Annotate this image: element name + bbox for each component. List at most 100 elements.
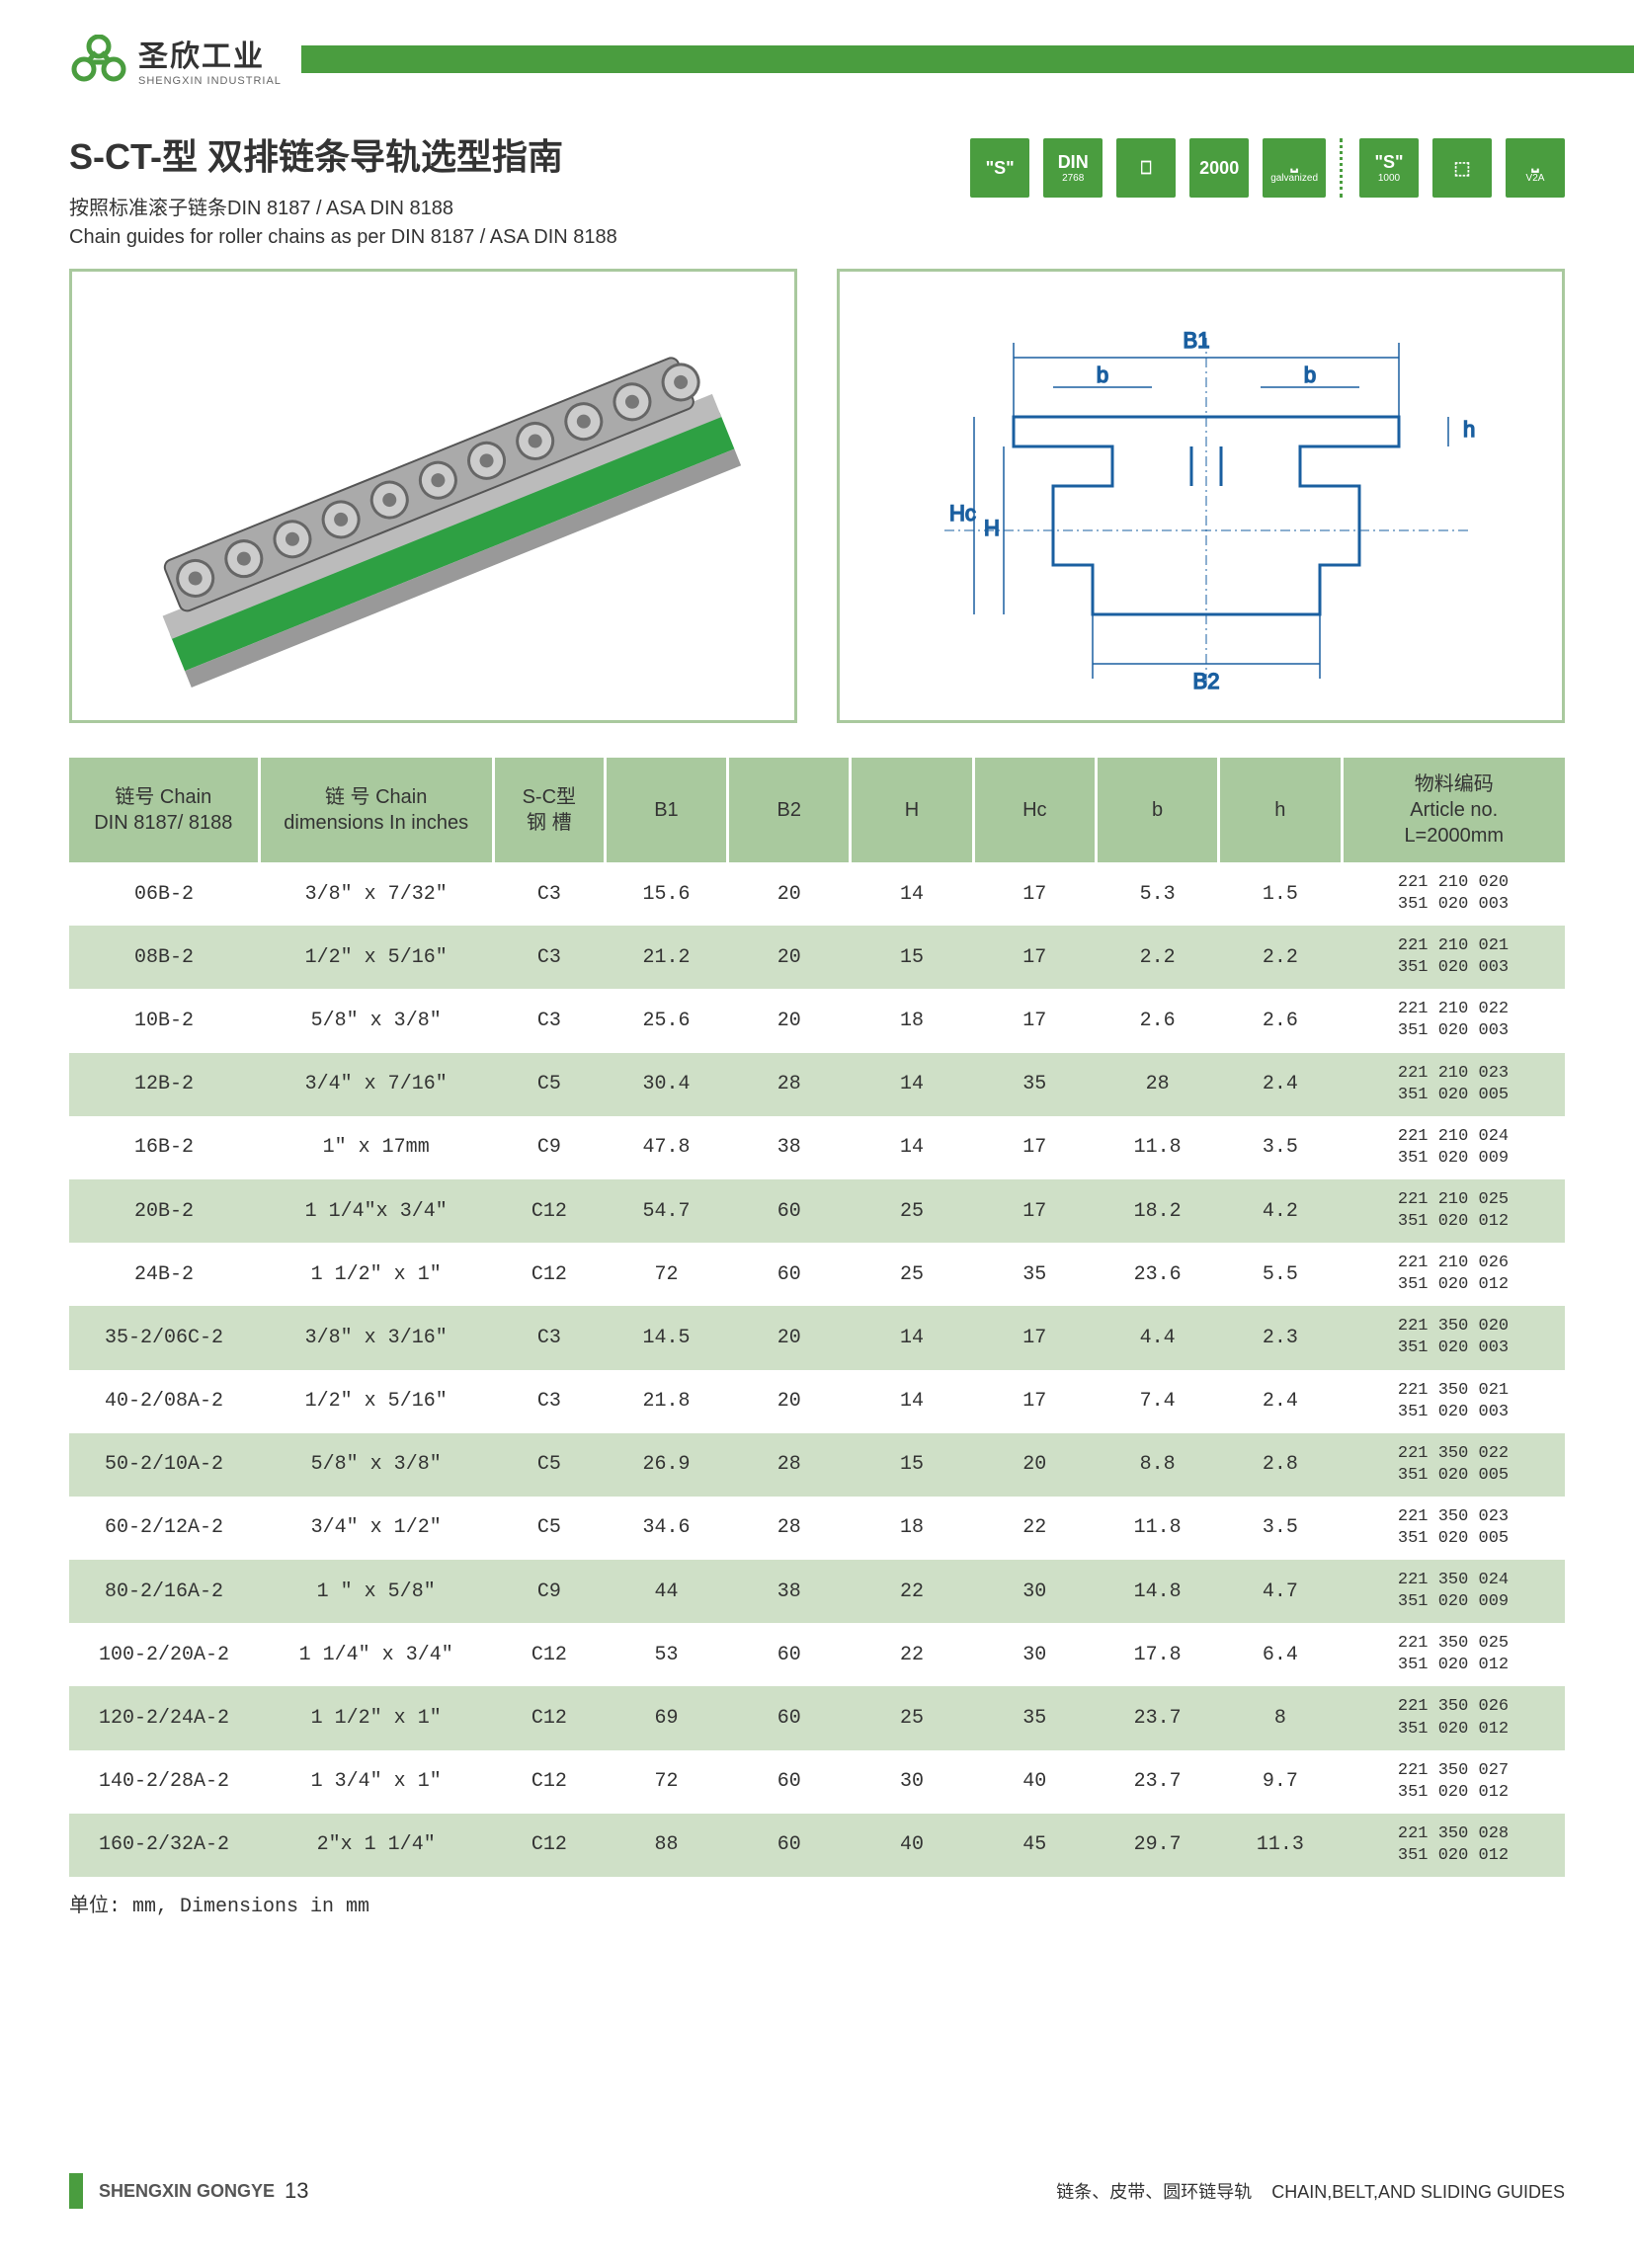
table-cell: 25 — [851, 1686, 973, 1749]
table-body: 06B-23/8″ x 7/32″C315.62014175.31.5221 2… — [69, 862, 1565, 1877]
table-cell: 14.8 — [1096, 1560, 1218, 1623]
logo-text-en: SHENGXIN INDUSTRIAL — [138, 75, 282, 87]
table-header-cell: b — [1096, 758, 1218, 862]
dim-b1: b — [1096, 363, 1107, 387]
table-cell: 28 — [728, 1053, 851, 1116]
header-green-bar — [301, 45, 1634, 73]
title-section: S-CT-型 双排链条导轨选型指南 按照标准滚子链条DIN 8187 / ASA… — [69, 128, 1565, 249]
table-cell: 88 — [605, 1814, 727, 1877]
table-cell: 221 210 020351 020 003 — [1342, 862, 1565, 926]
table-cell: 221 350 020351 020 003 — [1342, 1306, 1565, 1369]
table-cell: C3 — [493, 1306, 605, 1369]
table-cell: 28 — [728, 1433, 851, 1497]
table-row: 60-2/12A-23/4″ x 1/2″C534.628182211.83.5… — [69, 1497, 1565, 1560]
spec-badge: ⎵galvanized — [1263, 138, 1326, 198]
table-cell: 5/8″ x 3/8″ — [259, 989, 493, 1052]
table-cell: 18 — [851, 1497, 973, 1560]
table-row: 08B-21/2″ x 5/16″C321.22015172.22.2221 2… — [69, 926, 1565, 989]
logo-icon — [69, 35, 128, 84]
table-cell: 1″ x 17mm — [259, 1116, 493, 1179]
table-cell: 26.9 — [605, 1433, 727, 1497]
spec-badge: ⎕ — [1116, 138, 1176, 198]
table-cell: 3/8″ x 7/32″ — [259, 862, 493, 926]
table-cell: 17.8 — [1096, 1623, 1218, 1686]
table-header-cell: S-C型钢 槽 — [493, 758, 605, 862]
table-cell: 2.8 — [1219, 1433, 1342, 1497]
table-row: 50-2/10A-25/8″ x 3/8″C526.92815208.82.82… — [69, 1433, 1565, 1497]
table-cell: C12 — [493, 1750, 605, 1814]
table-cell: 20 — [973, 1433, 1096, 1497]
dim-B1: B1 — [1183, 328, 1209, 353]
table-cell: 35-2/06C-2 — [69, 1306, 259, 1369]
table-cell: 4.2 — [1219, 1179, 1342, 1243]
table-cell: 2.2 — [1219, 926, 1342, 989]
table-cell: 3/4″ x 1/2″ — [259, 1497, 493, 1560]
table-cell: 1/2″ x 5/16″ — [259, 1370, 493, 1433]
table-cell: 1 ″ x 5/8″ — [259, 1560, 493, 1623]
footer-right-en: CHAIN,BELT,AND SLIDING GUIDES — [1271, 2182, 1565, 2202]
table-row: 140-2/28A-21 3/4″ x 1″C127260304023.79.7… — [69, 1750, 1565, 1814]
logo-text-cn: 圣欣工业 — [138, 32, 282, 75]
table-cell: 14 — [851, 1306, 973, 1369]
dim-b2: b — [1303, 363, 1315, 387]
footer-brand: SHENGXIN GONGYE — [99, 2181, 275, 2202]
spec-badge: ⎵V2A — [1506, 138, 1565, 198]
table-cell: 20 — [728, 989, 851, 1052]
table-cell: 4.4 — [1096, 1306, 1218, 1369]
table-cell: 20 — [728, 926, 851, 989]
table-cell: 221 210 021351 020 003 — [1342, 926, 1565, 989]
table-header-cell: H — [851, 758, 973, 862]
table-cell: 4.7 — [1219, 1560, 1342, 1623]
table-cell: 2.2 — [1096, 926, 1218, 989]
footer: SHENGXIN GONGYE 13 链条、皮带、圆环链导轨 CHAIN,BEL… — [0, 2173, 1634, 2209]
table-cell: 20 — [728, 1370, 851, 1433]
table-cell: 30 — [973, 1623, 1096, 1686]
subtitle-en: Chain guides for roller chains as per DI… — [69, 226, 617, 249]
table-cell: 17 — [973, 1179, 1096, 1243]
table-cell: 44 — [605, 1560, 727, 1623]
table-cell: 53 — [605, 1623, 727, 1686]
table-row: 80-2/16A-21 ″ x 5/8″C94438223014.84.7221… — [69, 1560, 1565, 1623]
table-cell: 14.5 — [605, 1306, 727, 1369]
table-cell: 140-2/28A-2 — [69, 1750, 259, 1814]
footer-right-cn: 链条、皮带、圆环链导轨 — [1056, 2182, 1252, 2202]
table-row: 40-2/08A-21/2″ x 5/16″C321.82014177.42.4… — [69, 1370, 1565, 1433]
table-cell: 30.4 — [605, 1053, 727, 1116]
page-number: 13 — [285, 2178, 308, 2204]
table-cell: 72 — [605, 1243, 727, 1306]
table-cell: 10B-2 — [69, 989, 259, 1052]
table-cell: 06B-2 — [69, 862, 259, 926]
table-row: 120-2/24A-21 1/2″ x 1″C126960253523.7822… — [69, 1686, 1565, 1749]
table-cell: 60 — [728, 1750, 851, 1814]
spec-badge: DIN2768 — [1043, 138, 1103, 198]
table-cell: 69 — [605, 1686, 727, 1749]
table-cell: 120-2/24A-2 — [69, 1686, 259, 1749]
dim-Hc: Hc — [949, 501, 976, 526]
table-cell: 221 350 027351 020 012 — [1342, 1750, 1565, 1814]
table-cell: 221 350 023351 020 005 — [1342, 1497, 1565, 1560]
page-title: S-CT-型 双排链条导轨选型指南 — [69, 128, 617, 180]
table-cell: 23.6 — [1096, 1243, 1218, 1306]
table-cell: 17 — [973, 989, 1096, 1052]
badge-divider — [1340, 138, 1346, 198]
table-cell: 28 — [728, 1497, 851, 1560]
table-cell: 1 1/4″x 3/4″ — [259, 1179, 493, 1243]
table-cell: C12 — [493, 1814, 605, 1877]
table-cell: 160-2/32A-2 — [69, 1814, 259, 1877]
table-cell: 17 — [973, 862, 1096, 926]
technical-diagram: B1 b b h Hc H B2 — [837, 269, 1565, 723]
table-cell: 15.6 — [605, 862, 727, 926]
table-cell: 1 3/4″ x 1″ — [259, 1750, 493, 1814]
table-cell: C9 — [493, 1116, 605, 1179]
table-cell: 25.6 — [605, 989, 727, 1052]
table-cell: 3/4″ x 7/16″ — [259, 1053, 493, 1116]
table-cell: 60 — [728, 1814, 851, 1877]
dim-h: h — [1463, 417, 1475, 442]
table-cell: 14 — [851, 1053, 973, 1116]
table-cell: 12B-2 — [69, 1053, 259, 1116]
table-cell: 60-2/12A-2 — [69, 1497, 259, 1560]
table-cell: 17 — [973, 1370, 1096, 1433]
table-header-cell: B2 — [728, 758, 851, 862]
table-cell: 221 210 025351 020 012 — [1342, 1179, 1565, 1243]
table-cell: 6.4 — [1219, 1623, 1342, 1686]
